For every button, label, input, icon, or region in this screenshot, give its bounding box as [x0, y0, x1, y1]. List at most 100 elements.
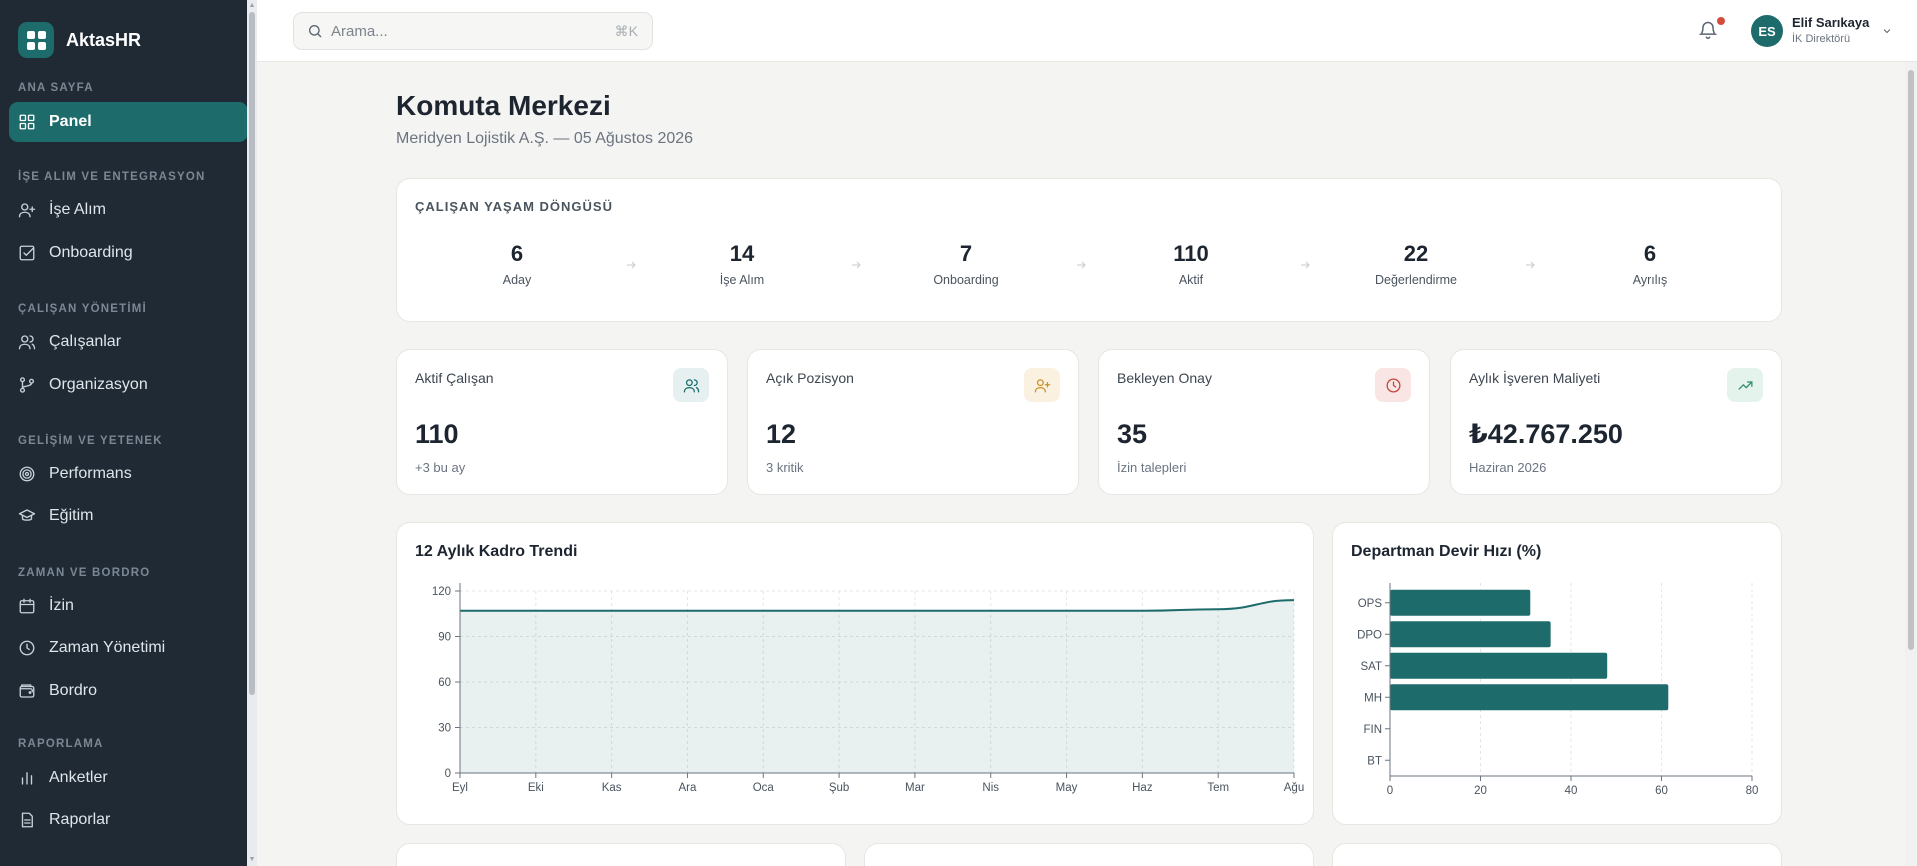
data-point[interactable] [835, 607, 843, 615]
bar[interactable] [1390, 621, 1551, 648]
x-tick-label: Eki [528, 782, 544, 794]
turnover-card: Departman Devir Hızı (%) 0 20 40 60 80 OPS DPO… [1332, 522, 1782, 825]
sidebar-item-4-0[interactable]: İzin [9, 586, 248, 626]
sidebar-item-5-1[interactable]: Raporlar [9, 800, 248, 840]
brand[interactable]: AktasHR [18, 22, 141, 58]
kpi-icon-badge [1024, 368, 1060, 402]
headcount-trend-title: 12 Aylık Kadro Trendi [415, 543, 578, 560]
data-point[interactable] [532, 607, 540, 615]
sidebar-item-1-1[interactable]: Onboarding [9, 233, 248, 273]
sidebar-item-2-0[interactable]: Çalışanlar [9, 322, 248, 362]
kpi-icon-badge [1375, 368, 1411, 402]
lifecycle-step-value: 6 [1643, 241, 1657, 266]
data-point[interactable] [1063, 607, 1071, 615]
calendar-icon [19, 598, 35, 614]
y-tick-label: 30 [438, 723, 451, 735]
nav-section-title: RAPORLAMA [18, 738, 104, 750]
git-branch-icon [19, 377, 35, 393]
lifecycle-step-label: Ayrılış [1632, 273, 1668, 287]
lifecycle-step-value: 6 [510, 241, 524, 266]
kpi-card[interactable]: Bekleyen Onay 35 İzin talepleri [1098, 349, 1430, 495]
sidebar-item-4-2[interactable]: Bordro [9, 671, 248, 711]
avatar[interactable]: ES [1751, 15, 1783, 47]
y-tick-label: 120 [432, 586, 451, 598]
search-input[interactable] [331, 22, 601, 40]
main-scrollbar[interactable] [1905, 62, 1917, 866]
lifecycle-title: ÇALIŞAN YAŞAM DÖNGÜSÜ [415, 199, 613, 214]
data-point[interactable] [1290, 596, 1298, 604]
sidebar-item-1-0[interactable]: İşe Alım [9, 190, 248, 230]
y-tick-label: BT [1367, 755, 1382, 767]
sidebar-item-label: Panel [49, 113, 92, 130]
bell-icon[interactable] [1698, 20, 1718, 40]
notification-dot [1717, 17, 1725, 25]
kpi-subtext: İzin talepleri [1117, 460, 1187, 475]
sidebar-item-label: Eğitim [49, 507, 94, 524]
bar[interactable] [1390, 684, 1669, 711]
sidebar-item-label: İşe Alım [49, 201, 106, 218]
clock-icon [19, 640, 35, 656]
data-point[interactable] [608, 607, 616, 615]
data-point[interactable] [911, 607, 919, 615]
kpi-card[interactable]: Aylık İşveren Maliyeti ₺42.767.250 Haziran… [1450, 349, 1782, 495]
scroll-up-arrow-icon[interactable]: ▲ [248, 2, 256, 9]
bar[interactable] [1390, 589, 1531, 616]
x-tick-label: 20 [1474, 785, 1487, 797]
arrow-right-icon [852, 261, 861, 269]
series-line[interactable] [460, 599, 1295, 612]
sidebar-scrollbar-thumb[interactable] [249, 12, 255, 695]
sidebar-item-3-0[interactable]: Performans [9, 454, 248, 494]
search-box[interactable]: ⌘K [293, 12, 653, 50]
sidebar-item-4-1[interactable]: Zaman Yönetimi [9, 628, 248, 668]
headcount-trend-chart: 0 30 60 90 120 Eyl Eki Kas Ara Oca Şub Mar Nis May Haz… [432, 583, 1304, 794]
sidebar-item-label: Raporlar [49, 811, 111, 828]
sidebar-item-3-1[interactable]: Eğitim [9, 496, 248, 536]
data-point[interactable] [1214, 605, 1222, 613]
sidebar-item-5-0[interactable]: Anketler [9, 758, 248, 798]
chevron-down-icon[interactable] [1881, 25, 1893, 37]
data-point[interactable] [759, 607, 767, 615]
search-icon [309, 25, 322, 38]
turnover-chart: 0 20 40 60 80 OPS DPO SAT MH FIN BT [1357, 583, 1758, 797]
scroll-down-arrow-icon[interactable]: ▼ [248, 856, 256, 863]
bottom-card-3 [1332, 843, 1782, 866]
kpi-card[interactable]: Aktif Çalışan 110 +3 bu ay [396, 349, 728, 495]
lifecycle-step[interactable]: 22 Değerlendirme [1341, 241, 1491, 287]
lifecycle-step[interactable]: 6 Ayrılış [1575, 241, 1725, 287]
lifecycle-step-label: Onboarding [933, 273, 999, 287]
x-tick-label: May [1056, 782, 1078, 794]
user-role: İK Direktörü [1792, 33, 1851, 45]
sidebar-item-2-1[interactable]: Organizasyon [9, 365, 248, 405]
kpi-label: Aktif Çalışan [415, 370, 494, 386]
kpi-card[interactable]: Açık Pozisyon 12 3 kritik [747, 349, 1079, 495]
data-point[interactable] [683, 607, 691, 615]
sidebar-scrollbar[interactable]: ▲ ▼ [247, 0, 257, 866]
lifecycle-step-value: 14 [729, 241, 755, 266]
grid-icon [19, 114, 35, 130]
data-point[interactable] [987, 607, 995, 615]
main-scrollbar-thumb[interactable] [1908, 70, 1914, 650]
x-tick-label: Şub [829, 782, 849, 794]
y-tick-label: SAT [1360, 661, 1382, 673]
clock-icon [1385, 377, 1401, 393]
lifecycle-step[interactable]: 6 Aday [442, 241, 592, 287]
lifecycle-step[interactable]: 110 Aktif [1116, 241, 1266, 287]
x-tick-label: Haz [1132, 782, 1153, 794]
brand-name: AktasHR [66, 29, 142, 50]
turnover-title: Departman Devir Hızı (%) [1351, 543, 1542, 560]
user-plus-icon [18, 203, 36, 218]
lifecycle-step[interactable]: 7 Onboarding [891, 241, 1041, 287]
checkbox-icon [19, 245, 35, 261]
topbar: ⌘K ES Elif Sarıkaya İK Direktörü [257, 0, 1917, 62]
sidebar-item-0-0[interactable]: Panel [9, 102, 248, 142]
x-tick-label: Eyl [452, 782, 468, 794]
user-name[interactable]: Elif Sarıkaya [1792, 15, 1870, 30]
sidebar-item-label: İzin [49, 597, 74, 614]
lifecycle-step[interactable]: 14 İşe Alım [667, 241, 817, 287]
nav-section-title: İŞE ALIM VE ENTEGRASYON [18, 171, 206, 183]
data-point[interactable] [1138, 607, 1146, 615]
graduation-cap-icon [18, 509, 36, 521]
kpi-value: ₺42.767.250 [1469, 419, 1623, 449]
kpi-value: 12 [766, 419, 797, 449]
bar[interactable] [1390, 652, 1608, 679]
